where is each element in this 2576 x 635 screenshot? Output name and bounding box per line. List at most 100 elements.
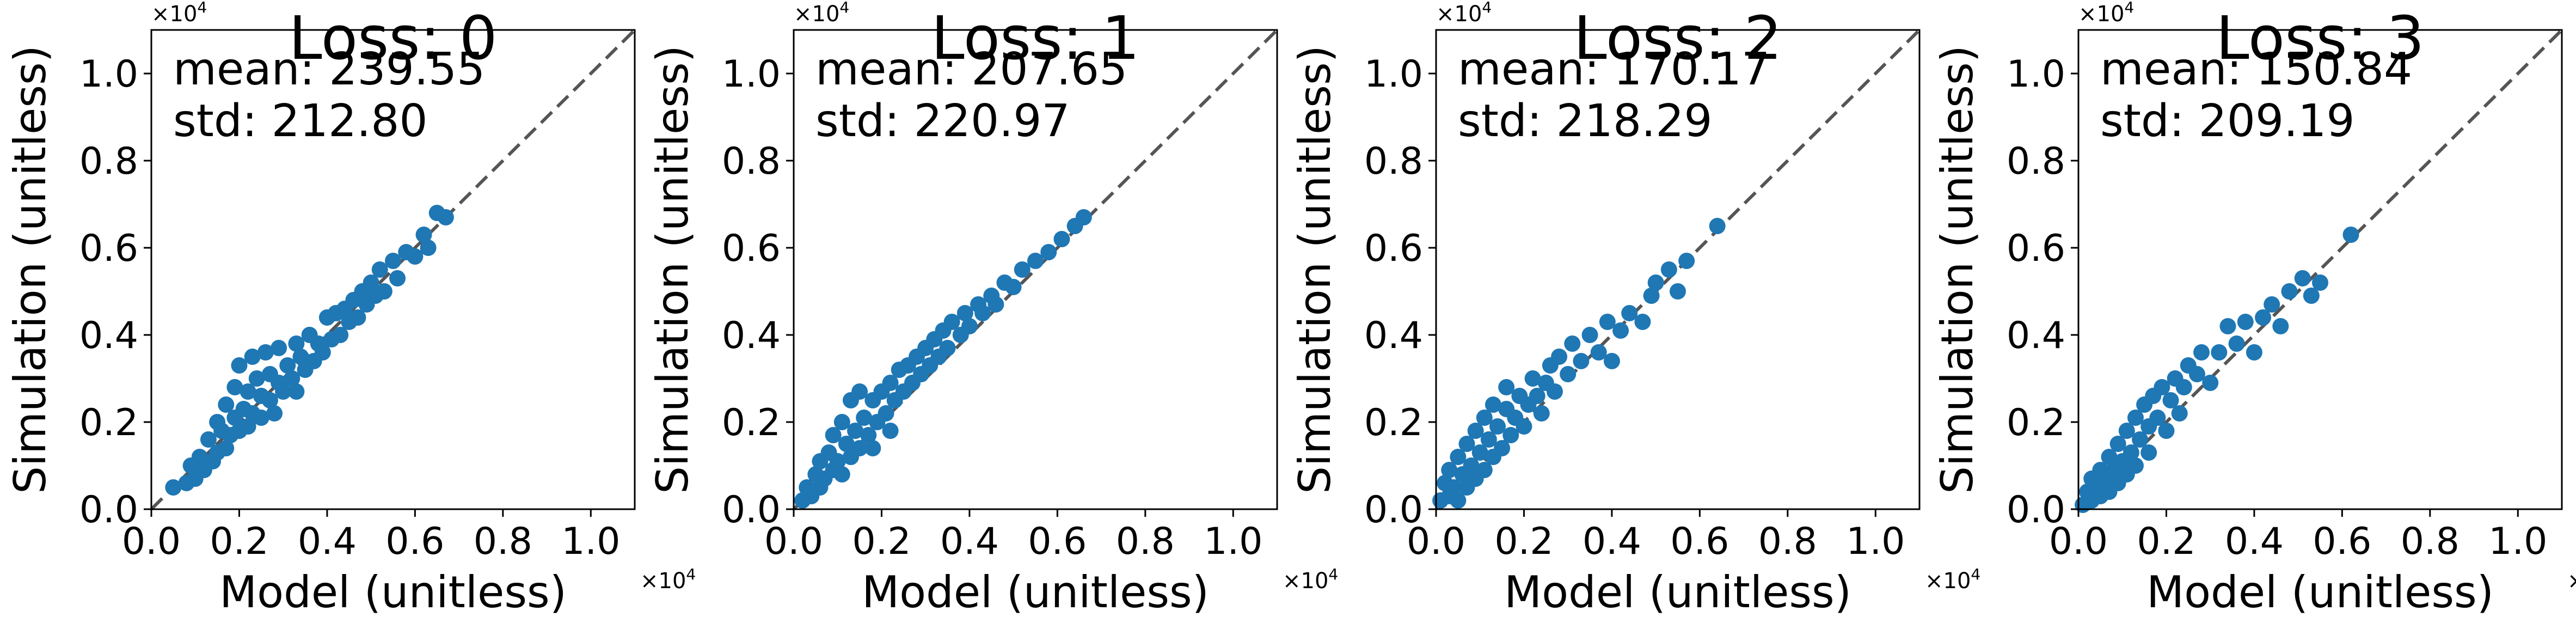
y-tick-label: 0.0 — [1364, 489, 1423, 532]
data-point — [2193, 344, 2210, 361]
data-point — [218, 440, 235, 456]
y-tick-label: 1.0 — [2007, 53, 2065, 96]
y-tick-label: 0.6 — [79, 227, 138, 270]
y-tick-label: 1.0 — [79, 53, 138, 96]
data-point — [1533, 405, 1550, 422]
y-tick-label: 0.8 — [2007, 140, 2065, 183]
x-axis-label: Model (unitless) — [1504, 567, 1851, 618]
y-tick-label: 0.8 — [79, 140, 138, 183]
data-point — [2123, 444, 2139, 461]
data-point — [1621, 305, 1638, 321]
data-point — [1678, 253, 1695, 269]
data-point — [1480, 431, 1497, 448]
data-point — [2140, 444, 2157, 461]
data-point — [974, 305, 991, 321]
x-tick-label: 0.0 — [122, 520, 181, 563]
data-point — [248, 370, 265, 387]
data-point — [415, 227, 432, 243]
data-point — [961, 318, 978, 334]
data-point — [1647, 274, 1664, 291]
data-point — [2237, 314, 2254, 330]
data-point — [864, 440, 881, 456]
data-point — [389, 270, 406, 286]
data-point — [314, 344, 331, 361]
y-axis-label: Simulation (unitless) — [5, 45, 56, 494]
scatter-points — [165, 205, 454, 496]
y-tick-label: 0.0 — [2007, 489, 2065, 532]
y-tick-label: 0.4 — [1364, 314, 1423, 357]
x-tick-label: 0.6 — [1670, 520, 1729, 563]
scatter-points — [794, 209, 1092, 509]
data-point — [882, 423, 899, 439]
x-tick-label: 0.6 — [1028, 520, 1087, 563]
data-point — [271, 340, 287, 356]
data-point — [825, 427, 842, 443]
data-point — [385, 253, 401, 269]
data-point — [253, 410, 269, 426]
data-point — [2312, 274, 2328, 291]
y-tick-label: 0.6 — [722, 227, 781, 270]
y-axis-multiplier: ×104 — [1436, 0, 1492, 27]
data-point — [1581, 327, 1598, 343]
data-point — [371, 261, 388, 278]
x-tick-label: 0.2 — [1494, 520, 1553, 563]
data-point — [1573, 353, 1590, 369]
data-point — [847, 423, 864, 439]
data-point — [261, 392, 278, 408]
chart-panel-2: 0.0 0.2 0.4 0.6 0.8 1.0 0.0 0.2 0.4 0.6 0.8 1.0 ×104… — [1290, 0, 1980, 618]
x-axis-label: Model (unitless) — [2146, 567, 2494, 618]
x-tick-label: 0.2 — [852, 520, 911, 563]
data-point — [1516, 418, 1532, 435]
data-point — [275, 383, 292, 400]
data-point — [2127, 457, 2144, 474]
data-point — [2175, 379, 2192, 395]
chart-panel-0: 0.0 0.2 0.4 0.6 0.8 1.0 0.0 0.2 0.4 0.6 0.8 1.0 ×104… — [5, 0, 696, 618]
y-tick-label: 1.0 — [1364, 53, 1423, 96]
data-point — [1590, 344, 1607, 361]
data-point — [2171, 405, 2188, 422]
data-point — [988, 296, 1004, 313]
std-annotation: std: 220.97 — [815, 95, 1070, 147]
y-axis-multiplier: ×104 — [794, 0, 849, 27]
data-point — [437, 209, 454, 225]
x-tick-label: 0.4 — [940, 520, 999, 563]
data-point — [856, 410, 873, 426]
axes-frame — [793, 29, 1278, 510]
x-tick-label: 0.0 — [1407, 520, 1465, 563]
data-point — [363, 274, 379, 291]
x-axis-multiplier: ×104 — [1925, 565, 1980, 594]
scatter-points — [1432, 218, 1726, 509]
data-point — [1564, 335, 1581, 352]
data-point — [165, 479, 182, 496]
std-annotation: std: 209.19 — [2100, 95, 2355, 147]
chart-panel-1: 0.0 0.2 0.4 0.6 0.8 1.0 0.0 0.2 0.4 0.6 0.8 1.0 ×104… — [647, 0, 1338, 618]
data-point — [266, 405, 283, 422]
x-tick-label: 0.6 — [2313, 520, 2371, 563]
data-point — [1560, 366, 1577, 382]
data-point — [226, 379, 243, 395]
data-point — [1603, 353, 1620, 369]
data-point — [1441, 462, 1458, 478]
data-point — [1634, 314, 1651, 330]
x-tick-label: 1.0 — [2488, 520, 2547, 563]
y-tick-label: 0.2 — [2007, 401, 2065, 444]
y-axis-label: Simulation (unitless) — [1932, 45, 1983, 494]
x-axis-label: Model (unitless) — [219, 567, 567, 618]
y-axis-label: Simulation (unitless) — [647, 45, 698, 494]
data-point — [1014, 261, 1031, 278]
data-point — [1027, 253, 1044, 269]
x-axis-multiplier: ×104 — [640, 565, 696, 594]
data-point — [2211, 344, 2228, 361]
data-point — [2158, 423, 2175, 439]
x-axis-multiplier: ×104 — [2567, 565, 2576, 594]
data-point — [943, 314, 960, 330]
x-tick-label: 0.0 — [2049, 520, 2108, 563]
std-annotation: std: 212.80 — [173, 95, 428, 147]
x-tick-label: 0.2 — [2137, 520, 2195, 563]
data-point — [420, 240, 437, 256]
x-tick-label: 0.4 — [1583, 520, 1641, 563]
y-tick-label: 0.2 — [79, 401, 138, 444]
data-point — [1494, 440, 1511, 456]
data-point — [2255, 309, 2272, 326]
